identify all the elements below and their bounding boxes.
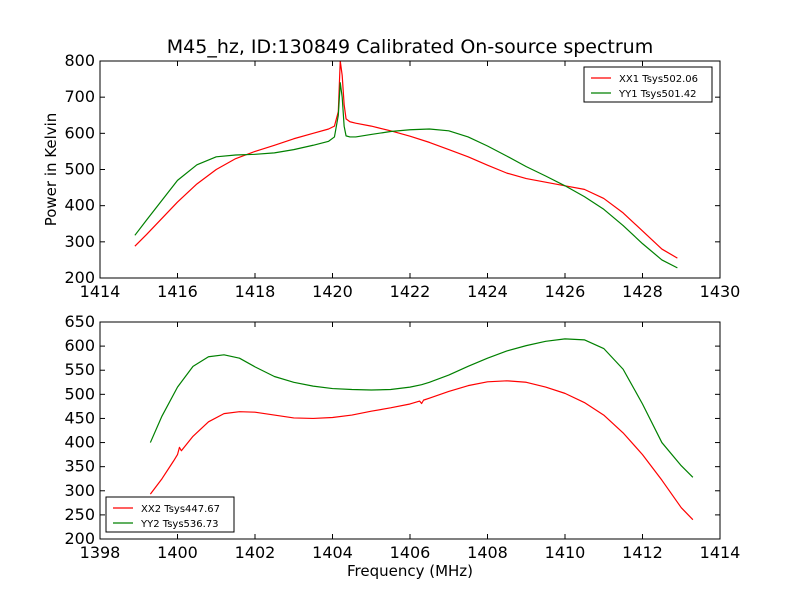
x-tick-label: 1420 xyxy=(312,282,353,301)
y-tick-label: 300 xyxy=(64,232,95,251)
y-tick-label: 300 xyxy=(64,481,95,500)
y-tick-label: 700 xyxy=(64,87,95,106)
x-tick-label: 1430 xyxy=(700,282,741,301)
legend: XX1 Tsys502.06 YY1 Tsys501.42 xyxy=(583,66,713,103)
series-line-yy1-tsys501-42 xyxy=(134,82,678,269)
y-tick-label: 350 xyxy=(64,457,95,476)
legend-label: XX2 Tsys447.67 xyxy=(141,504,220,515)
x-tick-label: 1414 xyxy=(80,282,121,301)
x-tick-label: 1422 xyxy=(390,282,431,301)
x-tick-label: 1416 xyxy=(157,282,198,301)
y-tick-label: 600 xyxy=(64,123,95,142)
y-tick-label: 400 xyxy=(64,196,95,215)
legend-label: YY2 Tsys536.73 xyxy=(140,519,219,530)
upper-plot: 1414 1416 1418 1420 1422 1424 1426 1428 1430 200 3… xyxy=(42,51,740,301)
lower-plot: 1398 1400 1402 1404 1406 1408 1410 1412 1414 200 2… xyxy=(64,312,740,580)
x-tick-label: 1406 xyxy=(390,543,431,562)
y-tick-label: 800 xyxy=(64,51,95,70)
x-tick-label: 1428 xyxy=(622,282,663,301)
series-line-xx2-tsys447-67 xyxy=(149,380,694,521)
legend-label: YY1 Tsys501.42 xyxy=(618,89,697,100)
y-tick-label: 200 xyxy=(64,529,95,548)
x-tick-label: 1400 xyxy=(157,543,198,562)
x-tick-label: 1424 xyxy=(467,282,508,301)
x-tick-label: 1412 xyxy=(622,543,663,562)
y-tick-label: 400 xyxy=(64,433,95,452)
legend-box xyxy=(105,496,235,533)
x-tick-label: 1404 xyxy=(312,543,353,562)
x-tick-label: 1414 xyxy=(700,543,741,562)
y-tick-label: 200 xyxy=(64,268,95,287)
x-tick-label: 1418 xyxy=(235,282,276,301)
x-tick-label: 1410 xyxy=(545,543,586,562)
x-tick-label: 1408 xyxy=(467,543,508,562)
x-tick-label: 1426 xyxy=(545,282,586,301)
chart-title: M45_hz, ID:130849 Calibrated On-source s… xyxy=(167,36,654,58)
x-tick-label: 1398 xyxy=(80,543,121,562)
y-tick-label: 250 xyxy=(64,505,95,524)
y-tick-label: 450 xyxy=(64,408,95,427)
y-tick-label: 650 xyxy=(64,312,95,331)
legend-label: XX1 Tsys502.06 xyxy=(619,74,698,85)
y-tick-label: 500 xyxy=(64,160,95,179)
x-axis-label: Frequency (MHz) xyxy=(347,562,473,580)
y-tick-label: 600 xyxy=(64,336,95,355)
series-line-yy2-tsys536-73 xyxy=(149,338,694,478)
y-axis-label: Power in Kelvin xyxy=(42,113,60,227)
legend: XX2 Tsys447.67 YY2 Tsys536.73 xyxy=(105,496,235,533)
y-tick-label: 550 xyxy=(64,360,95,379)
y-tick-label: 500 xyxy=(64,384,95,403)
x-tick-label: 1402 xyxy=(235,543,276,562)
legend-box xyxy=(583,66,713,103)
